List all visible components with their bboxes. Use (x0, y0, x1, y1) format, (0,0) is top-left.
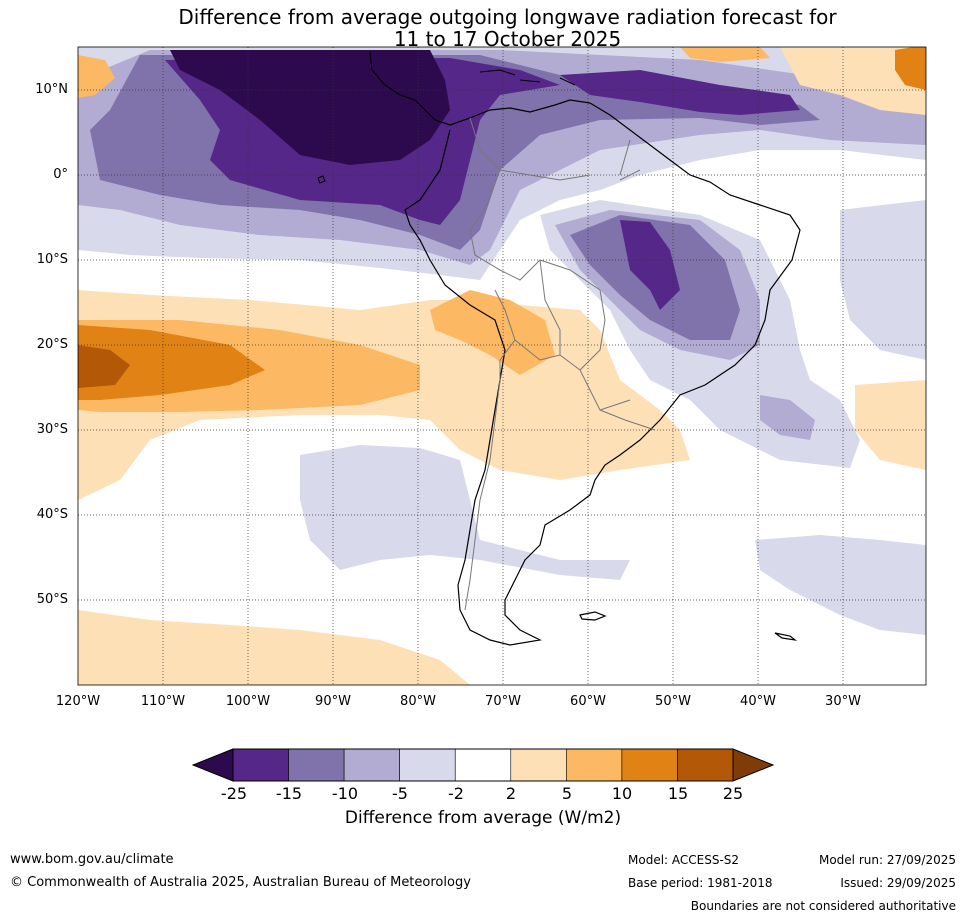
website-link[interactable]: www.bom.gov.au/climate (10, 852, 174, 867)
chart-title-line-1: Difference from average outgoing longwav… (178, 5, 837, 29)
colorbar-segment (621, 748, 678, 782)
anomaly-region-minus-2-ne (840, 200, 926, 360)
anomaly-region-minus-2-se (755, 535, 926, 635)
country-borders (464, 117, 656, 611)
anomaly-region-minus-15-atl (560, 70, 800, 115)
coastline-south-georgia (774, 632, 798, 641)
lon-label-60w: 60°W (570, 694, 606, 709)
copyright-text: © Commonwealth of Australia 2025, Austra… (10, 875, 471, 890)
anomaly-region-minus-15-brazil (620, 220, 680, 310)
lat-label-10s: 10°S (36, 252, 68, 267)
anomaly-region-minus-2-south (300, 445, 630, 580)
colorbar-tick-label: -15 (275, 784, 303, 803)
lat-label-10n: 10°N (35, 82, 68, 97)
colorbar-segment (343, 748, 400, 782)
colorbar-segment (232, 748, 289, 782)
lon-label-100w: 100°W (225, 694, 271, 709)
colorbar-tick-label: 10 (611, 784, 633, 803)
lat-label-50s: 50°S (36, 592, 68, 607)
coastline-galapagos (317, 175, 326, 184)
colorbar-segment (566, 748, 623, 782)
anomaly-region-plus-2-south-pacific (78, 610, 470, 685)
colorbar-tick-label: -5 (392, 784, 408, 803)
graticule (78, 47, 926, 685)
anomaly-region-plus-10-pacific (78, 325, 265, 400)
anomaly-region-plus-5-andes (430, 290, 555, 375)
colorbar-segment (454, 748, 512, 782)
model-run-text: Model run: 27/09/2025 (818, 853, 956, 867)
lon-label-120w: 120°W (55, 694, 101, 709)
lon-label-50w: 50°W (655, 694, 691, 709)
base-period-text: Base period: 1981-2018 (628, 876, 773, 890)
colorbar-extend-min (191, 748, 234, 782)
colorbar-tick-label: 15 (667, 784, 689, 803)
anomaly-region-plus-2-north-atl (780, 47, 926, 115)
lon-label-30w: 30°W (825, 694, 861, 709)
anomaly-region-plus-2-se (855, 380, 926, 470)
colorbar-tick-label: -25 (220, 784, 248, 803)
anomaly-region-plus-10-north-atl (895, 47, 926, 90)
anomaly-region-plus-15-pacific (78, 345, 130, 388)
anomaly-region-plus-5-north-atl (680, 47, 770, 62)
colorbar-extend-max (732, 748, 775, 782)
lon-label-80w: 80°W (400, 694, 436, 709)
lat-label-20s: 20°S (36, 337, 68, 352)
colorbar-tick-label: 2 (505, 784, 517, 803)
colorbar-tick-label: 5 (561, 784, 573, 803)
coastline-central-america (369, 51, 591, 126)
issued-text: Issued: 29/09/2025 (840, 876, 956, 890)
lon-label-90w: 90°W (315, 694, 351, 709)
chart-title-line-2: 11 to 17 October 2025 (393, 27, 622, 51)
lon-label-110w: 110°W (140, 694, 186, 709)
lon-label-40w: 40°W (740, 694, 776, 709)
model-text: Model: ACCESS-S2 (628, 853, 740, 867)
lat-label-40s: 40°S (36, 507, 68, 522)
disclaimer-text: Boundaries are not considered authoritat… (690, 899, 956, 913)
lon-label-70w: 70°W (485, 694, 521, 709)
coastline-caribbean (479, 69, 576, 86)
colorbar-segment (510, 748, 567, 782)
colorbar-outline (232, 748, 734, 782)
coastline-falklands (579, 611, 607, 621)
colorbar-tick-label: -10 (331, 784, 359, 803)
lat-label-30s: 30°S (36, 422, 68, 437)
colorbar-segment (677, 748, 734, 782)
anomaly-region-plus-5-nw (78, 55, 115, 98)
colorbar-segment (288, 748, 345, 782)
anomaly-region-minus-5-east (760, 395, 815, 440)
colorbar-segment (399, 748, 456, 782)
colorbar-tick-label: 25 (722, 784, 744, 803)
coastline-south-america (404, 102, 801, 646)
colorbar-tick-label: -2 (448, 784, 464, 803)
lat-label-0: 0° (53, 167, 68, 182)
colorbar-title: Difference from average (W/m2) (344, 808, 622, 828)
